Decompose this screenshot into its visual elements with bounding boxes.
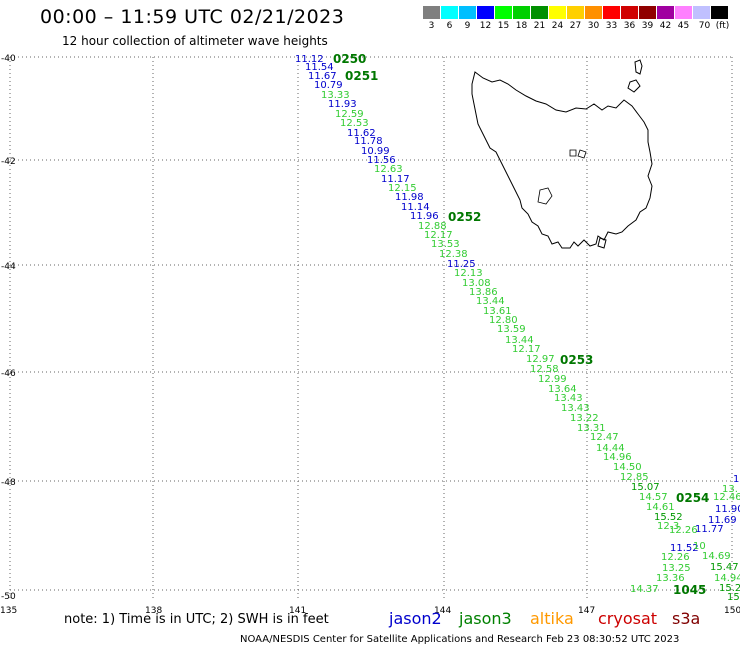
bruny-island [598,238,606,248]
swh-label: 12.47 [590,432,619,443]
legend-cryosat: cryosat [598,609,657,628]
king-island [635,60,642,74]
lat-label: -44 [1,262,16,272]
swh-label: 15.47 [710,562,739,573]
lon-label: 147 [578,606,595,616]
pass-time-label: 0253 [560,353,593,367]
pass-time-label: 1045 [673,583,706,597]
swh-label: 15 [727,592,740,603]
swh-label: 11.77 [695,524,724,535]
swh-label: 12.26 [661,552,690,563]
swh-label: 13. [722,484,738,495]
legend-altika: altika [530,609,574,628]
swh-label: 14.69 [702,551,731,562]
pass-time-label: 0252 [448,210,481,224]
lon-label: 135 [0,606,17,616]
note-text: note: 1) Time is in UTC; 2) SWH is in fe… [64,612,329,627]
pass-time-label: 0254 [676,491,709,505]
legend-jason3: jason3 [459,609,512,628]
footer-credit: NOAA/NESDIS Center for Satellite Applica… [240,634,679,645]
lat-label: -42 [1,157,16,167]
pass-time-label: 0251 [345,69,378,83]
swh-label: 14.37 [630,584,659,595]
lat-label: -48 [1,478,16,488]
flinders-island [628,80,640,92]
lake-region [538,150,586,204]
swh-label: 12.26 [669,525,698,536]
legend-s3a: s3a [672,609,700,628]
legend-jason2: jason2 [389,609,442,628]
lon-label: 150 [724,606,740,616]
tasmania-coastline [472,60,652,248]
observation-labels: 11.1211.5411.6710.7913.3311.9312.5912.53… [295,54,740,603]
swh-label: 13.59 [497,324,526,335]
lat-label: -50 [1,592,16,602]
lat-label: -46 [1,369,16,379]
pass-time-label: 0250 [333,52,366,66]
lat-label: -40 [1,54,16,64]
swh-label: 11.90 [715,504,740,515]
swh-label: 1. [733,474,740,485]
